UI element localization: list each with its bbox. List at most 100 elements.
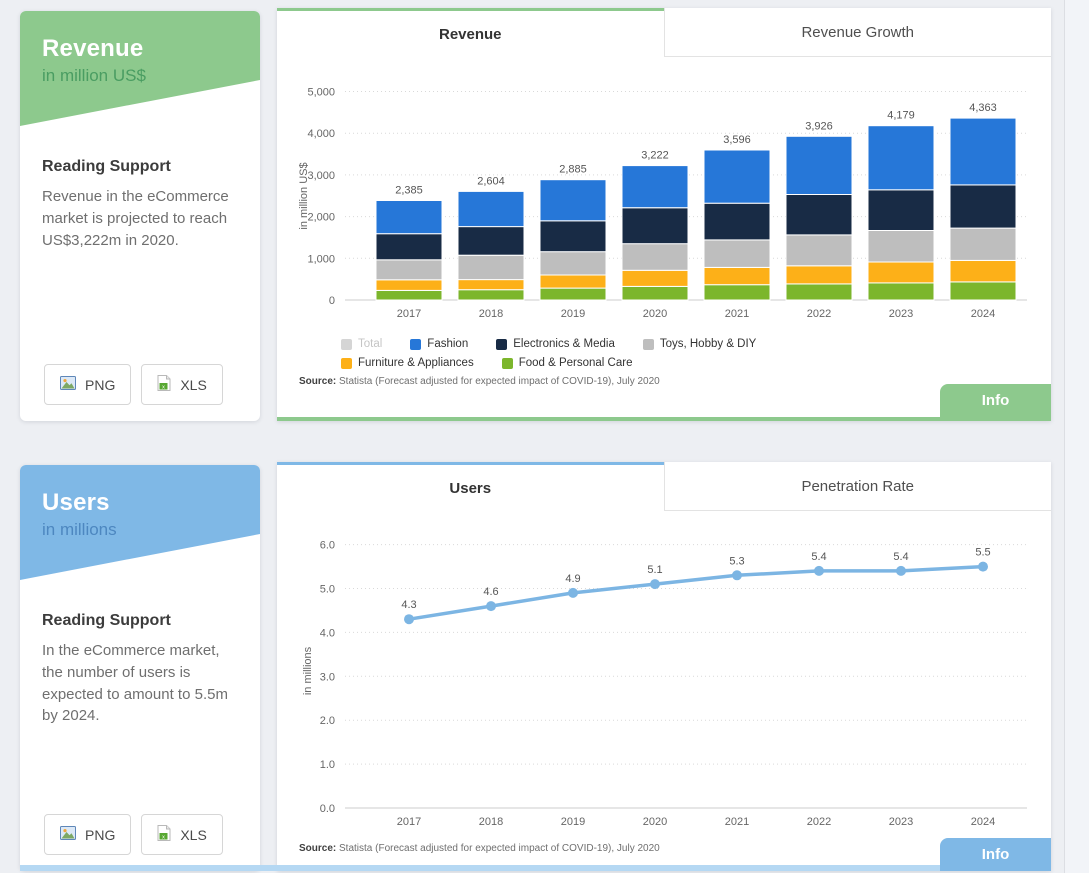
svg-text:4.9: 4.9 <box>565 573 580 585</box>
legend-label: Food & Personal Care <box>518 357 633 369</box>
info-button[interactable]: Info <box>940 384 1051 417</box>
tab-revenue-growth[interactable]: Revenue Growth <box>663 8 1051 57</box>
legend-item-electronics-media[interactable]: Electronics & Media <box>496 338 615 350</box>
svg-text:4,363: 4,363 <box>969 102 997 114</box>
reading-support-text: Revenue in the eCommerce market is proje… <box>42 188 229 249</box>
legend-item-food-personal-care[interactable]: Food & Personal Care <box>501 357 633 369</box>
png-image-icon <box>60 826 76 843</box>
svg-text:2021: 2021 <box>725 308 749 320</box>
revenue-stacked-bar-chart: 0 1,000 2,000 3,000 4,000 5,000 in million US$… <box>277 57 1051 332</box>
revenue-summary-header: Revenue in million US$ <box>20 11 260 126</box>
png-download-button[interactable]: PNG <box>44 364 132 405</box>
svg-text:4.0: 4.0 <box>320 627 335 639</box>
svg-text:4.6: 4.6 <box>483 586 498 598</box>
page-right-gutter <box>1064 0 1089 873</box>
users-summary-subtitle: in millions <box>42 520 117 539</box>
svg-text:2022: 2022 <box>807 816 831 828</box>
svg-text:2,885: 2,885 <box>559 164 587 176</box>
legend-swatch <box>496 338 508 350</box>
tab-penetration-rate[interactable]: Penetration Rate <box>663 462 1051 511</box>
source-label: Source: <box>299 376 337 387</box>
svg-text:2.0: 2.0 <box>320 715 335 727</box>
svg-text:x: x <box>162 834 165 840</box>
users-line-chart: 0.0 1.0 2.0 3.0 4.0 5.0 6.0 in millions 4.3 2017 4… <box>277 511 1051 836</box>
xls-download-button[interactable]: x XLS <box>141 364 223 405</box>
svg-text:5.1: 5.1 <box>647 564 662 576</box>
legend-swatch <box>642 338 654 350</box>
legend-item-total[interactable]: Total <box>341 338 382 350</box>
xls-file-icon: x <box>157 825 171 844</box>
users-tab-bar: Users Penetration Rate <box>277 462 1051 511</box>
svg-text:1.0: 1.0 <box>320 759 335 771</box>
source-text: Statista (Forecast adjusted for expected… <box>339 376 660 387</box>
legend-item-fashion[interactable]: Fashion <box>410 338 468 350</box>
legend-swatch <box>341 357 352 369</box>
svg-text:2,604: 2,604 <box>477 175 505 187</box>
svg-text:5.3: 5.3 <box>729 555 744 567</box>
svg-text:3,926: 3,926 <box>805 120 833 132</box>
revenue-summary-subtitle: in million US$ <box>42 66 146 85</box>
legend-swatch <box>341 338 352 350</box>
svg-text:2020: 2020 <box>643 308 667 320</box>
legend-swatch <box>501 357 513 369</box>
svg-text:2023: 2023 <box>889 308 913 320</box>
source-text: Statista (Forecast adjusted for expected… <box>339 843 660 854</box>
svg-text:2024: 2024 <box>971 816 995 828</box>
info-button[interactable]: Info <box>940 838 1051 871</box>
svg-text:4,179: 4,179 <box>887 110 915 122</box>
reading-support-heading: Reading Support <box>42 158 171 175</box>
legend-item-toys-hobby-diy[interactable]: Toys, Hobby & DIY <box>642 338 757 350</box>
svg-text:2019: 2019 <box>561 816 585 828</box>
legend-item-furniture-appliances[interactable]: Furniture & Appliances <box>341 357 474 369</box>
png-button-label: PNG <box>85 826 116 843</box>
svg-text:2019: 2019 <box>561 308 585 320</box>
svg-text:in million US$: in million US$ <box>298 162 310 229</box>
svg-text:2018: 2018 <box>479 308 503 320</box>
svg-text:2,385: 2,385 <box>395 185 423 197</box>
svg-text:2023: 2023 <box>889 816 913 828</box>
svg-text:2022: 2022 <box>807 308 831 320</box>
svg-text:3,000: 3,000 <box>307 170 335 182</box>
legend-swatch <box>410 338 422 350</box>
svg-text:4.3: 4.3 <box>401 599 416 611</box>
users-reading-support: Reading Support In the eCommerce market,… <box>20 612 260 727</box>
users-summary-title: Users <box>42 489 110 516</box>
xls-file-icon: x <box>157 375 171 394</box>
svg-text:2018: 2018 <box>479 816 503 828</box>
svg-text:2017: 2017 <box>397 816 421 828</box>
revenue-tab-bar: Revenue Revenue Growth <box>277 8 1051 57</box>
xls-button-label: XLS <box>180 826 207 843</box>
tab-users[interactable]: Users <box>277 462 664 511</box>
reading-support-text: In the eCommerce market, the number of u… <box>42 642 228 725</box>
svg-text:2021: 2021 <box>725 816 749 828</box>
xls-download-button[interactable]: x XLS <box>141 814 223 855</box>
svg-text:0: 0 <box>329 295 335 307</box>
legend-label: Total <box>358 338 383 350</box>
download-buttons: PNG x XLS <box>44 364 223 405</box>
svg-text:5.5: 5.5 <box>975 547 990 559</box>
svg-text:5.0: 5.0 <box>320 584 335 596</box>
next-row-peek-strip <box>20 865 1051 871</box>
revenue-reading-support: Reading Support Revenue in the eCommerce… <box>20 158 260 251</box>
legend-label: Electronics & Media <box>513 338 615 350</box>
svg-text:2024: 2024 <box>971 308 995 320</box>
svg-text:x: x <box>162 384 165 390</box>
legend-label: Toys, Hobby & DIY <box>659 338 757 350</box>
source-line: Source: Statista (Forecast adjusted for … <box>299 376 1051 387</box>
svg-text:1,000: 1,000 <box>307 253 335 265</box>
tab-revenue[interactable]: Revenue <box>277 8 664 57</box>
svg-text:6.0: 6.0 <box>320 540 335 552</box>
svg-text:in millions: in millions <box>302 646 314 695</box>
svg-text:3,222: 3,222 <box>641 150 669 162</box>
png-download-button[interactable]: PNG <box>44 814 132 855</box>
users-summary-header: Users in millions <box>20 465 260 580</box>
users-chart-card: Users Penetration Rate 0.0 1.0 2.0 3.0 4.0 5.… <box>277 462 1051 871</box>
png-image-icon <box>60 376 76 393</box>
svg-text:5.4: 5.4 <box>811 551 826 563</box>
legend-label: Fashion <box>427 338 469 350</box>
source-label: Source: <box>299 843 337 854</box>
xls-button-label: XLS <box>180 376 207 393</box>
legend-row: Total Fashion Electronics & Media Toys, Hob… <box>341 338 1051 350</box>
svg-text:3.0: 3.0 <box>320 671 335 683</box>
source-line: Source: Statista (Forecast adjusted for … <box>299 843 1051 854</box>
